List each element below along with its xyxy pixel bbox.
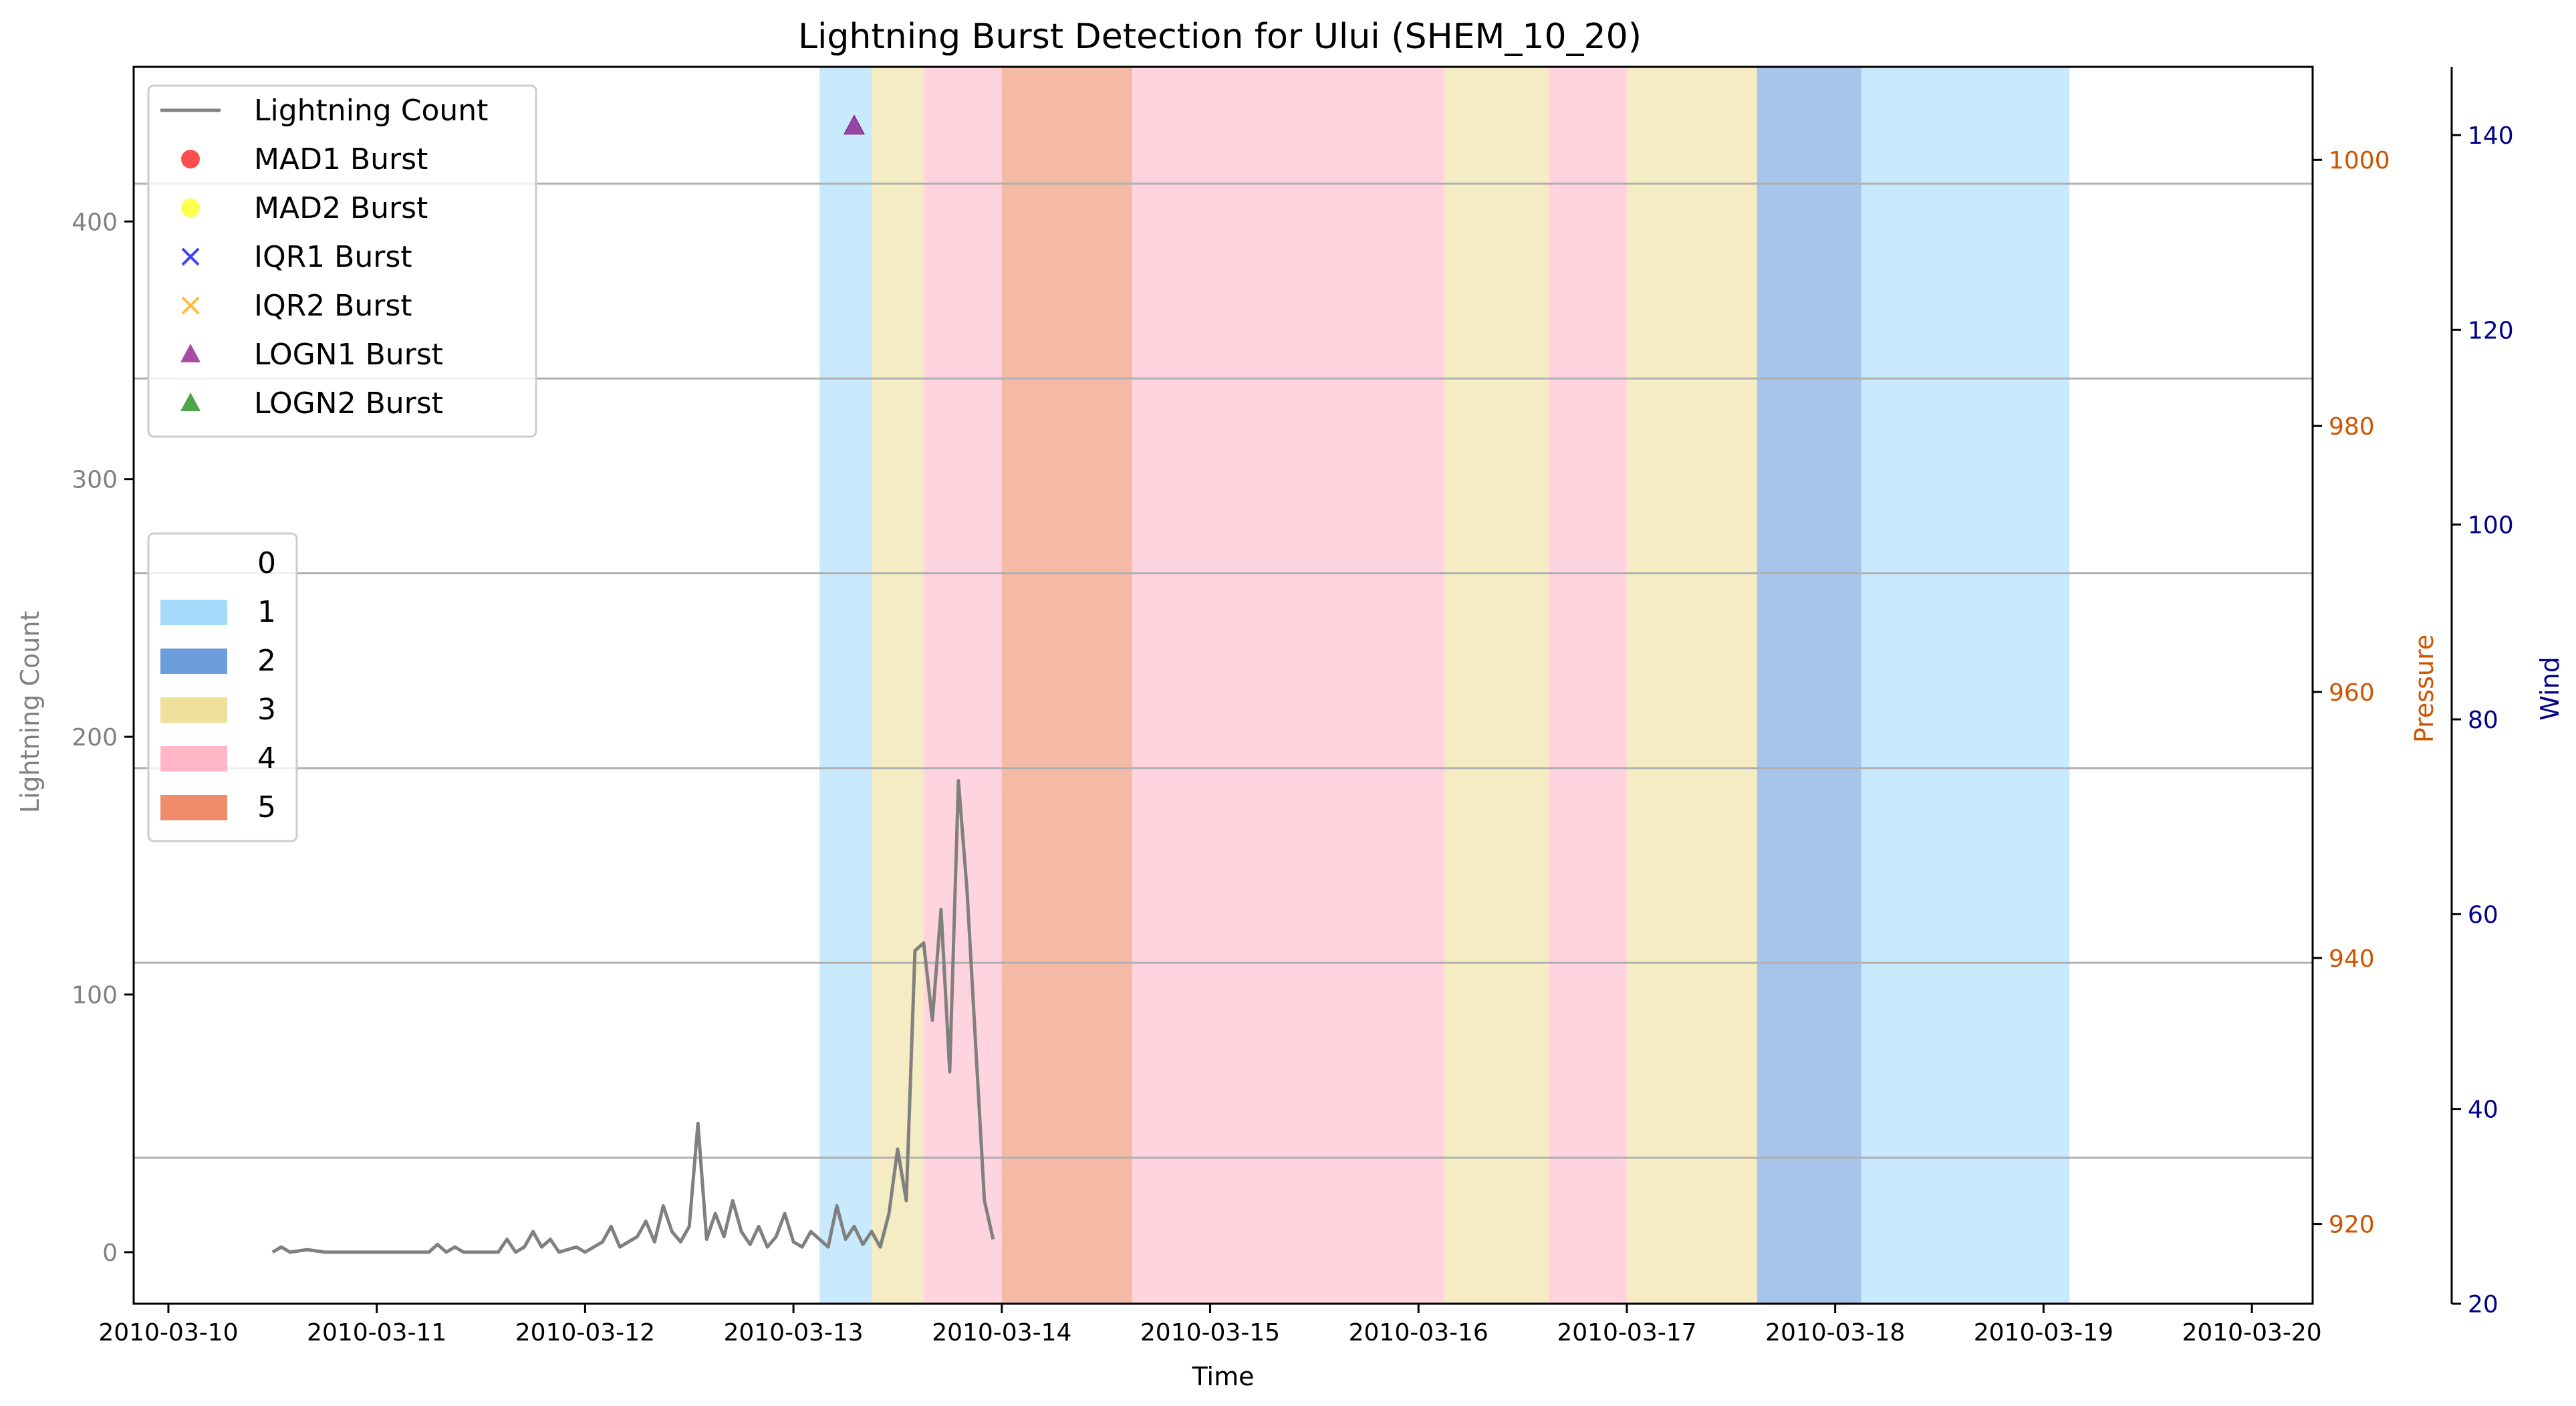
category-swatch bbox=[160, 600, 227, 625]
pressure-axis: 920 940 960 980 1000 bbox=[2313, 147, 2390, 1239]
legend-circle-swatch bbox=[181, 199, 200, 217]
wind-tick-label: 120 bbox=[2468, 317, 2514, 344]
burst-markers bbox=[844, 114, 865, 135]
x-tick-label: 2010-03-13 bbox=[723, 1319, 863, 1346]
legend-label: IQR2 Burst bbox=[254, 289, 412, 323]
x-tick-label: 2010-03-16 bbox=[1349, 1319, 1489, 1346]
category-legend-label: 2 bbox=[257, 644, 276, 678]
wind-tick-label: 100 bbox=[2468, 512, 2514, 540]
legend-triangle-swatch bbox=[180, 392, 201, 411]
legend-categories: 0 1 2 3 4 5 bbox=[147, 532, 298, 842]
grid-lines bbox=[134, 183, 2313, 1159]
legend-label: Lightning Count bbox=[254, 94, 488, 128]
category-span bbox=[923, 67, 1002, 1304]
x-axis-label: Time bbox=[1192, 1362, 1255, 1391]
legend-box bbox=[147, 84, 537, 438]
x-tick-label: 2010-03-20 bbox=[2182, 1319, 2321, 1346]
category-legend-label: 1 bbox=[257, 595, 276, 629]
chart-title: Lightning Burst Detection for Ului (SHEM… bbox=[798, 17, 1642, 57]
legend-label: MAD1 Burst bbox=[254, 142, 428, 177]
x-tick-label: 2010-03-15 bbox=[1140, 1319, 1280, 1346]
category-spans bbox=[819, 67, 2070, 1304]
category-swatch bbox=[160, 746, 227, 772]
pressure-tick-label: 940 bbox=[2329, 945, 2375, 973]
legend-label: LOGN2 Burst bbox=[254, 386, 443, 421]
wind-tick-label: 60 bbox=[2468, 901, 2498, 929]
category-legend-label: 0 bbox=[257, 546, 276, 580]
category-span bbox=[819, 67, 872, 1304]
category-span bbox=[1444, 67, 1549, 1304]
category-span bbox=[871, 67, 924, 1304]
x-axis: 2010-03-10 2010-03-11 2010-03-12 2010-03-13… bbox=[98, 1304, 2322, 1346]
lightning-tick-label: 400 bbox=[72, 209, 118, 236]
pressure-tick-label: 960 bbox=[2329, 679, 2375, 707]
category-legend-label: 3 bbox=[257, 693, 276, 727]
series-lines bbox=[271, 779, 995, 1254]
legend-x-swatch bbox=[181, 296, 200, 315]
category-legend-label: 4 bbox=[257, 741, 276, 776]
category-span bbox=[1132, 67, 1445, 1304]
wind-tick-label: 40 bbox=[2468, 1096, 2498, 1124]
wind-tick-label: 140 bbox=[2468, 122, 2514, 150]
pressure-tick-label: 980 bbox=[2329, 413, 2375, 441]
legend-bursts: Lightning Count MAD1 Burst MAD2 Burst IQR1 … bbox=[147, 84, 537, 438]
category-span bbox=[1626, 67, 1757, 1304]
category-span bbox=[1757, 67, 1861, 1304]
lightning-count-line bbox=[271, 779, 995, 1254]
wind-axis: 20 40 60 80 100 120 140 bbox=[2450, 67, 2514, 1318]
x-tick-label: 2010-03-11 bbox=[307, 1319, 446, 1346]
category-swatch bbox=[160, 649, 227, 674]
plot-frame bbox=[132, 66, 2314, 1305]
category-legend-label: 5 bbox=[257, 790, 276, 824]
burst-marker bbox=[844, 114, 865, 135]
category-span bbox=[1001, 67, 1132, 1304]
lightning-tick-label: 100 bbox=[72, 982, 118, 1010]
lightning-tick-label: 0 bbox=[102, 1240, 118, 1267]
category-swatch bbox=[160, 795, 227, 820]
pressure-tick-label: 1000 bbox=[2329, 147, 2390, 174]
wind-tick-label: 80 bbox=[2468, 707, 2498, 734]
x-tick-label: 2010-03-18 bbox=[1765, 1319, 1905, 1346]
x-tick-label: 2010-03-14 bbox=[932, 1319, 1071, 1346]
legend-label: LOGN1 Burst bbox=[254, 338, 443, 372]
lightning-tick-label: 300 bbox=[72, 467, 118, 494]
pressure-axis-label: Pressure bbox=[2410, 634, 2439, 743]
x-tick-label: 2010-03-10 bbox=[98, 1319, 238, 1346]
wind-axis-label: Wind bbox=[2535, 657, 2565, 721]
legend-circle-swatch bbox=[181, 150, 200, 168]
legend-triangle-swatch bbox=[180, 344, 201, 362]
legend-x-swatch bbox=[181, 247, 200, 266]
legend-label: IQR1 Burst bbox=[254, 240, 412, 274]
wind-tick-label: 20 bbox=[2468, 1291, 2498, 1318]
category-span bbox=[1549, 67, 1627, 1304]
x-tick-label: 2010-03-12 bbox=[515, 1319, 655, 1346]
x-tick-label: 2010-03-19 bbox=[1974, 1319, 2113, 1346]
category-swatch bbox=[160, 697, 227, 723]
lightning-tick-label: 200 bbox=[72, 724, 118, 751]
lightning-axis: 0 100 200 300 400 bbox=[72, 209, 134, 1267]
category-span bbox=[1861, 67, 2070, 1304]
x-tick-label: 2010-03-17 bbox=[1557, 1319, 1696, 1346]
legend-label: MAD2 Burst bbox=[254, 191, 428, 225]
lightning-axis-label: Lightning Count bbox=[15, 611, 45, 814]
pressure-tick-label: 920 bbox=[2329, 1211, 2375, 1239]
